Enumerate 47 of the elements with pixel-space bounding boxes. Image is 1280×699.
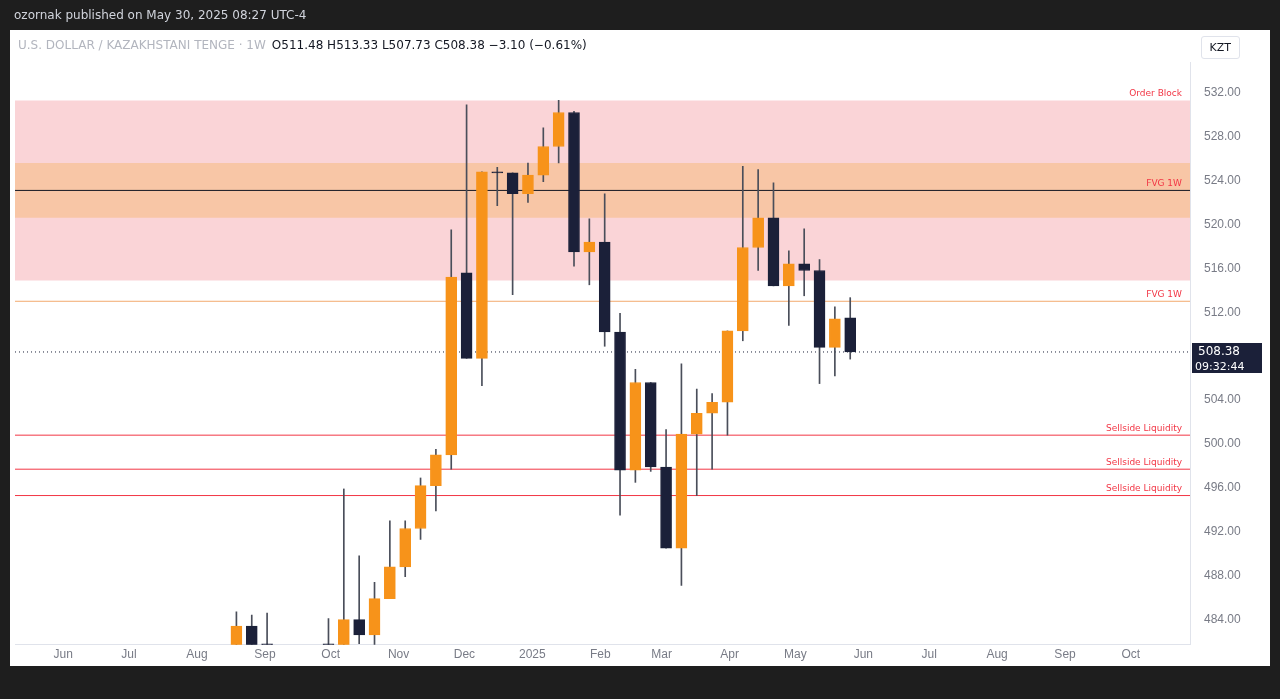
y-tick-label: 512.00: [1204, 304, 1242, 319]
x-tick-label: 2025: [519, 647, 547, 662]
x-tick-label: Aug: [186, 647, 208, 662]
chart-subtitle: O511.48 H513.33 L507.73 C508.38 −3.10 (−0.61%): [271, 38, 587, 52]
x-tick-label: Mar: [651, 647, 673, 662]
x-tick-label: Nov: [387, 647, 410, 662]
x-tick-label: Jun: [853, 647, 874, 662]
x-tick-label: Oct: [1121, 647, 1141, 662]
candlestick: [706, 393, 718, 470]
x-tick-label: May: [784, 647, 807, 662]
y-tick-label: 516.00: [1204, 260, 1242, 275]
x-tick-label: Oct: [321, 647, 341, 662]
candlestick: [338, 488, 350, 645]
y-tick-label: 528.00: [1204, 128, 1242, 143]
band-label: Order Block: [1129, 88, 1183, 99]
candlestick: [798, 228, 811, 297]
ref-line-label: Sellside Liquidity: [1105, 423, 1183, 434]
y-tick-label: 488.00: [1204, 567, 1242, 582]
x-tick-label: Aug: [986, 647, 1008, 662]
chart-title: U.S. DOLLAR / KAZAKHSTANI TENGE · 1W: [18, 38, 266, 52]
ref-line-label: FVG 1W: [1146, 289, 1183, 300]
x-tick-label: Jul: [921, 647, 937, 662]
candlestick: [491, 167, 504, 207]
y-tick-label: 520.00: [1204, 216, 1242, 231]
ref-line-label: FVG 1W: [1146, 178, 1183, 189]
x-tick-label: Apr: [720, 647, 739, 662]
candlestick: [353, 555, 365, 645]
y-tick-label: 484.00: [1204, 611, 1242, 626]
ref-line-label: Sellside Liquidity: [1105, 457, 1183, 468]
x-tick-label: Jul: [121, 647, 137, 662]
text: 09:32:44: [1192, 359, 1262, 373]
x-tick-label: Sep: [1054, 647, 1077, 662]
x-tick-label: Sep: [254, 647, 276, 662]
x-tick-label: Dec: [453, 647, 476, 662]
candlestick: [690, 388, 703, 496]
text: ozornak published on May 30, 2025 08:27 UTC-4: [14, 8, 307, 22]
ref-line-label: Sellside Liquidity: [1105, 483, 1183, 494]
y-tick-label: 500.00: [1204, 436, 1242, 451]
text: KZT: [1200, 36, 1240, 59]
y-tick-label: 492.00: [1204, 524, 1242, 539]
ref-line-label: 508.38: [1198, 344, 1240, 359]
x-tick-label: Feb: [589, 647, 611, 662]
y-tick-label: 532.00: [1204, 85, 1242, 100]
x-tick-label: Jun: [53, 647, 73, 662]
y-tick-label: 524.00: [1204, 172, 1242, 187]
y-tick-label: 504.00: [1204, 392, 1242, 407]
y-tick-label: 496.00: [1204, 480, 1242, 495]
